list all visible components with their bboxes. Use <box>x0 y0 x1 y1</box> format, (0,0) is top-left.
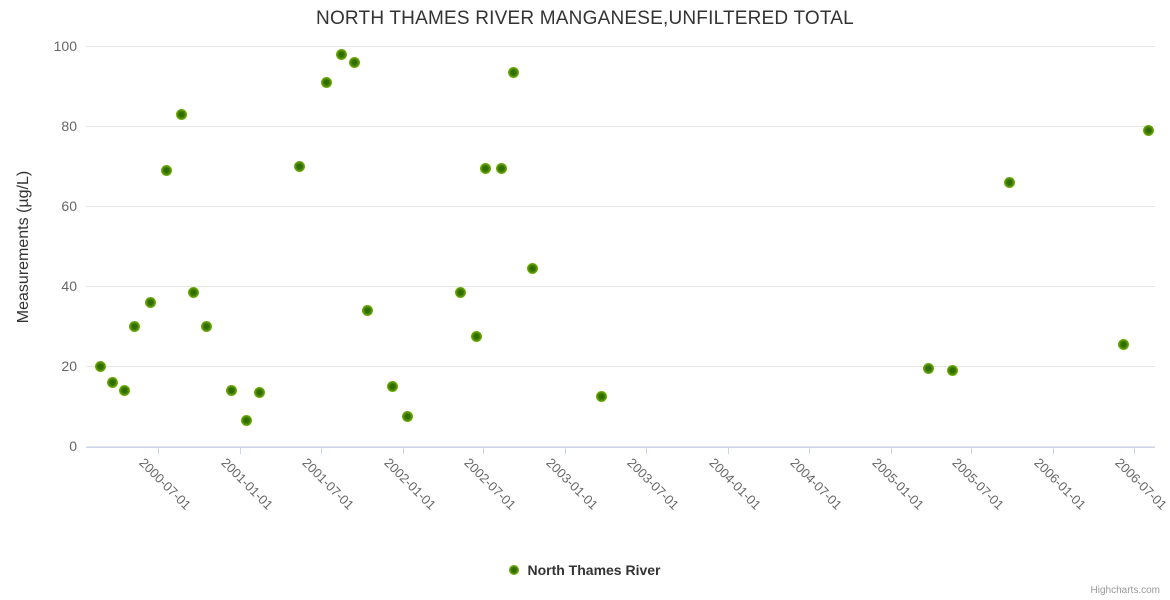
y-tick-label: 0 <box>69 437 77 454</box>
x-tick-mark <box>1053 447 1055 454</box>
data-point[interactable] <box>922 363 934 374</box>
data-point[interactable] <box>145 297 156 308</box>
x-tick-mark <box>158 447 160 454</box>
data-point[interactable] <box>253 387 265 398</box>
x-tick-label: 2005-01-01 <box>868 454 927 513</box>
data-point[interactable] <box>1003 177 1015 188</box>
data-point[interactable] <box>128 321 140 332</box>
x-tick-mark <box>727 447 729 454</box>
x-tick-label: 2003-07-01 <box>624 454 682 513</box>
x-tick-label: 2003-01-01 <box>543 454 602 513</box>
x-tick-mark <box>971 447 973 454</box>
x-tick-mark <box>240 447 241 454</box>
data-point[interactable] <box>336 49 348 60</box>
chart-title: NORTH THAMES RIVER MANGANESE,UNFILTERED … <box>316 8 854 29</box>
data-point[interactable] <box>362 305 374 316</box>
y-gridline <box>85 46 1155 47</box>
data-point[interactable] <box>225 385 237 396</box>
y-gridline <box>85 286 1155 287</box>
data-point[interactable] <box>187 287 199 298</box>
data-point[interactable] <box>348 57 360 68</box>
legend: North Thames River <box>0 562 1170 578</box>
y-gridline <box>85 366 1155 367</box>
data-point[interactable] <box>387 381 399 392</box>
x-tick-label: 2004-07-01 <box>786 454 845 513</box>
x-tick-label: 2002-01-01 <box>380 454 439 513</box>
x-tick-label: 2001-01-01 <box>218 454 277 513</box>
x-tick-label: 2002-07-01 <box>461 454 520 513</box>
x-tick-label: 2006-07-01 <box>1112 454 1170 513</box>
data-point[interactable] <box>294 161 306 172</box>
legend-item-north-thames-river[interactable]: North Thames River <box>509 562 661 578</box>
x-tick-mark <box>645 447 647 454</box>
data-point[interactable] <box>240 415 252 426</box>
y-tick-label: 80 <box>61 117 77 134</box>
y-tick-label: 60 <box>61 197 77 214</box>
x-tick-label: 2005-07-01 <box>949 454 1008 513</box>
data-point[interactable] <box>947 365 959 376</box>
y-gridline <box>85 126 1155 127</box>
data-point[interactable] <box>160 165 172 176</box>
y-tick-label: 100 <box>53 37 77 54</box>
x-axis-line <box>85 446 1155 448</box>
x-tick-mark <box>808 447 810 454</box>
x-tick-label: 2006-01-01 <box>1031 454 1090 513</box>
y-tick-label: 20 <box>61 357 77 374</box>
x-tick-label: 2000-07-01 <box>136 454 195 513</box>
y-tick-label: 40 <box>61 277 77 294</box>
x-tick-mark <box>483 447 485 454</box>
y-axis-title: Measurements (µg/L) <box>15 170 32 324</box>
data-point[interactable] <box>596 391 608 402</box>
x-tick-mark <box>890 447 892 454</box>
legend-label: North Thames River <box>527 562 661 578</box>
data-point[interactable] <box>175 109 187 120</box>
data-point[interactable] <box>479 163 491 174</box>
data-point[interactable] <box>94 361 106 372</box>
data-point[interactable] <box>507 67 519 78</box>
data-point[interactable] <box>320 77 332 88</box>
x-tick-label: 2001-07-01 <box>298 454 357 513</box>
data-point[interactable] <box>1118 339 1130 350</box>
x-tick-mark <box>402 447 404 454</box>
x-tick-label: 2004-01-01 <box>705 454 764 513</box>
data-point[interactable] <box>454 287 466 298</box>
data-point[interactable] <box>1143 125 1155 136</box>
data-point[interactable] <box>470 331 482 342</box>
data-point[interactable] <box>527 263 539 274</box>
data-point[interactable] <box>106 377 118 388</box>
data-point[interactable] <box>200 321 212 332</box>
x-tick-mark <box>1133 447 1135 454</box>
y-gridline <box>85 206 1155 207</box>
data-point[interactable] <box>401 411 413 422</box>
highcharts-credit-link[interactable]: Highcharts.com <box>1090 585 1160 596</box>
data-point[interactable] <box>496 163 508 174</box>
x-tick-mark <box>320 447 322 454</box>
x-tick-mark <box>565 447 567 454</box>
legend-marker-icon <box>509 565 520 575</box>
data-point[interactable] <box>119 385 131 396</box>
